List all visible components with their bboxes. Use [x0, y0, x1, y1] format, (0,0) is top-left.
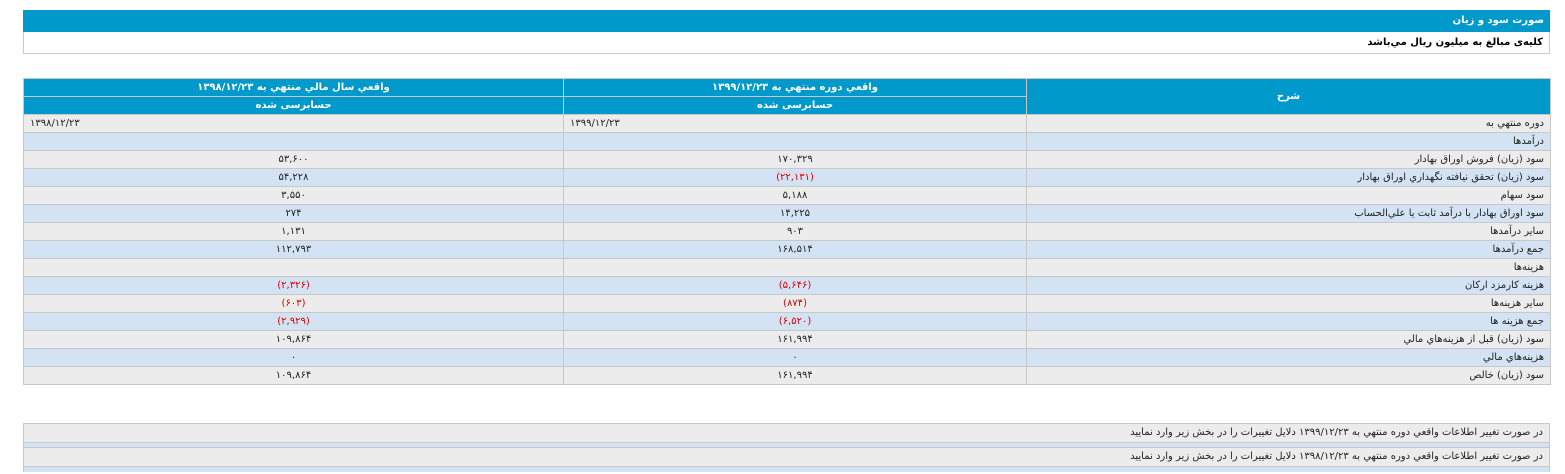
table-row: دوره منتهي به ۱۳۹۹/۱۲/۲۳ ۱۳۹۸/۱۲/۲۳ — [23, 114, 1551, 133]
header-description: شرح — [1026, 78, 1551, 115]
row-label: دوره منتهي به — [1026, 114, 1551, 133]
table-row: سود (زيان) تحقق نيافته نگهداري اوراق بها… — [23, 168, 1551, 187]
table-row: ساير درآمدها ۹۰۳ ۱,۱۳۱ — [23, 222, 1551, 241]
row-current-value: (۲۲,۱۳۱) — [563, 168, 1027, 187]
row-previous-value: ۱,۱۳۱ — [23, 222, 564, 241]
table-row: هزینه‌ها — [23, 258, 1551, 277]
row-current-value: (۸۷۴) — [563, 294, 1027, 313]
row-label: ساير درآمدها — [1026, 222, 1551, 241]
table-row: هزينه‌هاي مالي ۰ ۰ — [23, 348, 1551, 367]
row-previous-value: ۲۷۴ — [23, 204, 564, 223]
header-current-period: واقعي دوره منتهي به ۱۳۹۹/۱۲/۲۳ — [563, 78, 1027, 97]
row-previous-value: ۵۳,۶۰۰ — [23, 150, 564, 169]
income-statement-table: شرح واقعي دوره منتهي به ۱۳۹۹/۱۲/۲۳ واقعي… — [23, 78, 1551, 385]
row-label: جمع درآمدها — [1026, 240, 1551, 259]
row-current-value: (۵,۶۴۶) — [563, 276, 1027, 295]
row-current-value: ۹۰۳ — [563, 222, 1027, 241]
row-previous-value: ۱۳۹۸/۱۲/۲۳ — [23, 114, 564, 133]
units-note: کليه‌ی مبالغ به ميليون ريال مي‌باشد — [23, 32, 1550, 54]
header-previous-year: واقعي سال مالي منتهي به ۱۳۹۸/۱۲/۲۳ — [23, 78, 564, 97]
table-row: ساير هزينه‌ها (۸۷۴) (۶۰۳) — [23, 294, 1551, 313]
row-label: سود (زيان) تحقق نيافته نگهداري اوراق بها… — [1026, 168, 1551, 187]
row-previous-value: ۱۰۹,۸۶۴ — [23, 330, 564, 349]
row-current-value: ۵,۱۸۸ — [563, 186, 1027, 205]
row-previous-value: ۵۴,۲۲۸ — [23, 168, 564, 187]
row-current-value: ۰ — [563, 348, 1027, 367]
table-row: درآمدها — [23, 132, 1551, 151]
row-label: سود (زيان) فروش اوراق بهادار — [1026, 150, 1551, 169]
row-current-value: ۱۶۱,۹۹۴ — [563, 330, 1027, 349]
row-label: جمع هزینه ها — [1026, 312, 1551, 331]
table-row: سود (زيان) خالص ۱۶۱,۹۹۴ ۱۰۹,۸۶۴ — [23, 366, 1551, 385]
change-reason-input-previous[interactable] — [23, 467, 1550, 472]
table-row: سود اوراق بهادار با درآمد ثابت يا علي‌ال… — [23, 204, 1551, 223]
row-current-value: ۱۳۹۹/۱۲/۲۳ — [563, 114, 1027, 133]
row-label: سود اوراق بهادار با درآمد ثابت يا علي‌ال… — [1026, 204, 1551, 223]
header-previous-audited: حسابرسی شده — [23, 96, 564, 115]
change-reason-input-current[interactable] — [23, 443, 1550, 448]
table-row: جمع درآمدها ۱۶۸,۵۱۴ ۱۱۲,۷۹۳ — [23, 240, 1551, 259]
change-reason-note-previous: در صورت تغيير اطلاعات واقعي دوره منتهي ب… — [23, 447, 1550, 467]
header-current-audited: حسابرسی شده — [563, 96, 1027, 115]
row-label: ساير هزينه‌ها — [1026, 294, 1551, 313]
page-title: صورت سود و زيان — [23, 10, 1550, 32]
table-row: جمع هزینه ها (۶,۵۲۰) (۲,۹۲۹) — [23, 312, 1551, 331]
row-previous-value — [23, 132, 564, 151]
row-current-value: ۱۶۸,۵۱۴ — [563, 240, 1027, 259]
row-label: سود سهام — [1026, 186, 1551, 205]
row-label: درآمدها — [1026, 132, 1551, 151]
row-previous-value: ۰ — [23, 348, 564, 367]
row-current-value: (۶,۵۲۰) — [563, 312, 1027, 331]
row-label: هزینه‌ها — [1026, 258, 1551, 277]
row-current-value: ۱۶۱,۹۹۴ — [563, 366, 1027, 385]
row-label: هزينه کارمزد ارکان — [1026, 276, 1551, 295]
row-previous-value: (۲,۹۲۹) — [23, 312, 564, 331]
change-reason-note-current: در صورت تغيير اطلاعات واقعي دوره منتهي ب… — [23, 423, 1550, 443]
table-row: سود (زيان) فروش اوراق بهادار ۱۷۰,۳۲۹ ۵۳,۶۰… — [23, 150, 1551, 169]
row-current-value — [563, 258, 1027, 277]
table-row: هزينه کارمزد ارکان (۵,۶۴۶) (۲,۳۲۶) — [23, 276, 1551, 295]
row-current-value: ۱۷۰,۳۲۹ — [563, 150, 1027, 169]
table-row: سود (زيان) قبل از هزينه‌هاي مالي ۱۶۱,۹۹۴ ۱… — [23, 330, 1551, 349]
row-previous-value: ۳,۵۵۰ — [23, 186, 564, 205]
row-label: هزينه‌هاي مالي — [1026, 348, 1551, 367]
row-current-value — [563, 132, 1027, 151]
row-previous-value — [23, 258, 564, 277]
row-label: سود (زيان) قبل از هزينه‌هاي مالي — [1026, 330, 1551, 349]
row-previous-value: (۶۰۳) — [23, 294, 564, 313]
row-label: سود (زيان) خالص — [1026, 366, 1551, 385]
row-previous-value: ۱۱۲,۷۹۳ — [23, 240, 564, 259]
row-previous-value: (۲,۳۲۶) — [23, 276, 564, 295]
table-row: سود سهام ۵,۱۸۸ ۳,۵۵۰ — [23, 186, 1551, 205]
row-current-value: ۱۴,۲۲۵ — [563, 204, 1027, 223]
row-previous-value: ۱۰۹,۸۶۴ — [23, 366, 564, 385]
